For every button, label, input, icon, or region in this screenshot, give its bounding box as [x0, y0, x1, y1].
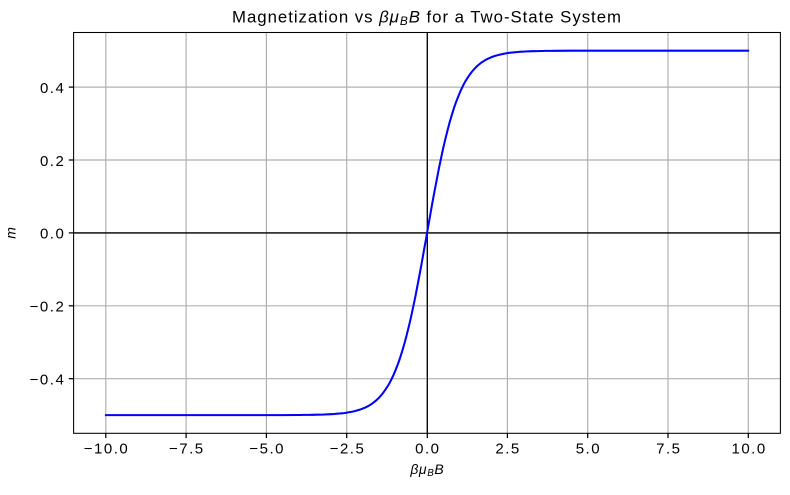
- svg-text:−0.2: −0.2: [30, 299, 66, 316]
- svg-text:−7.5: −7.5: [169, 440, 205, 457]
- svg-text:m: m: [3, 227, 19, 239]
- svg-text:10.0: 10.0: [731, 440, 766, 457]
- svg-text:βμBB: βμBB: [409, 461, 444, 479]
- svg-text:7.5: 7.5: [656, 440, 681, 457]
- svg-text:5.0: 5.0: [576, 440, 601, 457]
- svg-text:0.0: 0.0: [40, 226, 65, 243]
- svg-text:0.4: 0.4: [40, 80, 65, 97]
- svg-text:−5.0: −5.0: [249, 440, 285, 457]
- svg-text:−2.5: −2.5: [330, 440, 366, 457]
- svg-text:−10.0: −10.0: [84, 440, 129, 457]
- svg-text:0.0: 0.0: [415, 440, 440, 457]
- svg-text:Magnetization vs βμBB for a Tw: Magnetization vs βμBB for a Two-State Sy…: [232, 8, 622, 29]
- svg-text:−0.4: −0.4: [30, 372, 66, 389]
- svg-text:2.5: 2.5: [495, 440, 520, 457]
- svg-text:0.2: 0.2: [40, 153, 65, 170]
